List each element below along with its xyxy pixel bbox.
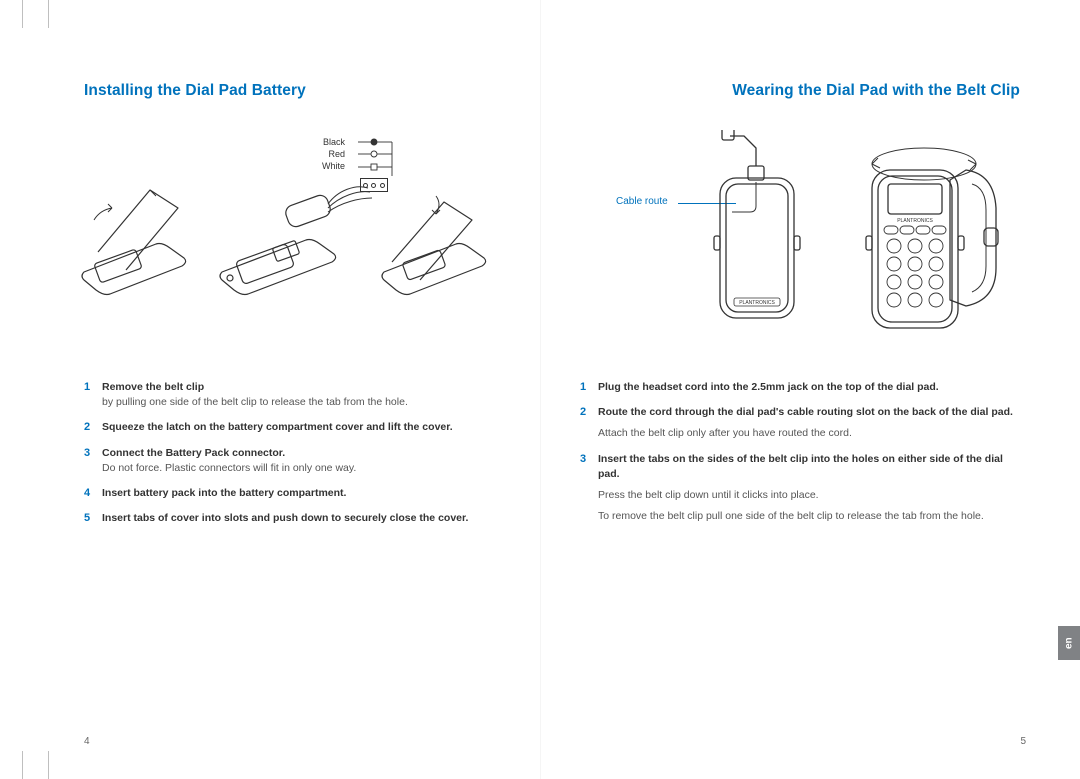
left-step-4: Insert battery pack into the battery com…: [84, 486, 490, 501]
right-step-2: Route the cord through the dial pad's ca…: [580, 405, 1020, 441]
right-title: Wearing the Dial Pad with the Belt Clip: [580, 82, 1020, 100]
wire-pins-icon: [352, 136, 412, 180]
right-illustration: Cable route: [580, 136, 1020, 334]
left-step-5: Insert tabs of cover into slots and push…: [84, 511, 490, 526]
page-number-right: 5: [1020, 736, 1026, 747]
left-illustration: Black Red White: [84, 136, 490, 334]
svg-text:PLANTRONICS: PLANTRONICS: [739, 300, 775, 306]
left-step-1: Remove the belt clip by pulling one side…: [84, 380, 490, 410]
wire-label-black: Black: [322, 136, 345, 148]
connector-icon: [360, 178, 388, 192]
wire-labels: Black Red White: [322, 136, 345, 172]
left-step-2: Squeeze the latch on the battery compart…: [84, 420, 490, 435]
right-step-3: Insert the tabs on the sides of the belt…: [580, 452, 1020, 525]
wire-label-red: Red: [322, 148, 345, 160]
cable-route-label: Cable route: [616, 196, 668, 207]
page-left: Installing the Dial Pad Battery: [0, 0, 540, 779]
language-tab: en: [1058, 626, 1080, 660]
right-step-1: Plug the headset cord into the 2.5mm jac…: [580, 380, 1020, 395]
wire-label-white: White: [322, 160, 345, 172]
right-steps: Plug the headset cord into the 2.5mm jac…: [580, 380, 1020, 525]
page-right: Wearing the Dial Pad with the Belt Clip …: [540, 0, 1080, 779]
left-step-3: Connect the Battery Pack connector. Do n…: [84, 446, 490, 476]
left-title: Installing the Dial Pad Battery: [84, 82, 490, 100]
page-number-left: 4: [84, 736, 90, 747]
svg-text:PLANTRONICS: PLANTRONICS: [897, 218, 933, 224]
left-steps: Remove the belt clip by pulling one side…: [84, 380, 490, 527]
